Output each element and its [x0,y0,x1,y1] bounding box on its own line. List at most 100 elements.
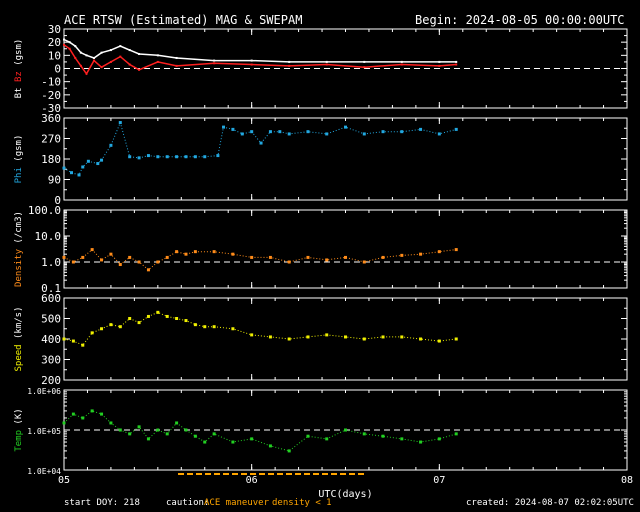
x-axis-label: UTC(days) [318,489,372,500]
data-point-temp [400,437,404,441]
data-point-phi [128,155,132,159]
data-point-bt [438,60,441,63]
data-point-phi [419,127,423,131]
data-point-speed [454,337,458,341]
data-point-bz [156,60,159,63]
y-label-quantity: Speed [14,339,24,372]
data-point-temp [287,449,291,453]
data-point-temp [118,428,122,432]
data-point-temp [146,437,150,441]
data-point-temp [81,416,85,420]
data-point-phi [454,127,458,131]
panel-frame [63,117,628,201]
data-point-bz [100,66,103,69]
data-point-density [165,255,169,259]
data-point-density [184,252,188,256]
data-point-phi [193,155,197,159]
y-tick-label: 360 [41,112,61,125]
y-tick-label: 10.0 [35,230,62,243]
data-point-speed [109,323,113,327]
y-tick-label: 1.0E+06 [27,387,61,396]
data-point-bt [63,38,65,41]
data-point-speed [212,325,216,329]
y-axis-label: Bt Bz (gsm) [14,39,24,99]
data-point-phi [278,130,282,134]
data-point-speed [306,335,310,339]
data-point-phi [259,141,263,145]
data-point-bz [128,63,131,66]
data-point-speed [437,339,441,343]
y-tick-label: -20 [41,89,61,102]
y-tick-label: 20 [48,36,61,49]
data-point-temp [156,428,160,432]
data-point-temp [231,440,235,444]
data-point-temp [128,432,132,436]
panel-frame [63,209,628,289]
data-point-speed [100,327,104,331]
data-point-phi [437,132,441,136]
data-point-density [156,260,160,264]
data-point-speed [128,317,132,320]
data-point-bz [288,64,291,67]
data-point-density [268,255,272,259]
data-point-phi [287,132,291,136]
data-point-speed [203,325,207,329]
data-point-speed [268,335,272,339]
data-point-phi [81,165,85,169]
data-point-bt [109,49,112,52]
data-point-phi [77,173,81,177]
data-point-temp [184,428,188,432]
panel-2: 360 270 180 90 0 Phi (gsm) [14,112,628,207]
data-point-density [325,258,329,262]
data-point-temp [193,434,197,438]
data-point-bt [325,60,328,63]
data-point-phi [156,155,160,159]
data-point-speed [118,325,122,329]
y-label-bt: Bt [14,82,24,98]
data-point-temp [268,444,272,448]
data-point-phi [118,121,122,125]
data-point-temp [362,432,366,436]
data-point-temp [454,432,458,436]
data-point-speed [62,337,66,341]
y-tick-label: 0 [54,63,61,76]
y-tick-label: 400 [41,333,61,346]
y-axis-label: Speed (km/s) [14,306,24,371]
y-tick-label: 600 [41,292,61,305]
y-tick-label: 0 [54,194,61,207]
data-point-bz [85,72,88,75]
y-tick-label: 30 [48,23,61,36]
data-point-density [400,253,404,257]
data-point-bt [363,60,366,63]
data-point-speed [146,314,150,318]
panel-frame [63,297,628,381]
chart-title: ACE RTSW (Estimated) MAG & SWEPAM [64,13,303,27]
data-point-temp [419,440,423,444]
data-point-temp [306,434,310,438]
x-tick-label: 05 [58,475,70,486]
data-point-temp [437,437,441,441]
data-point-phi [222,125,226,129]
data-point-speed [156,310,160,314]
data-point-density [212,250,216,254]
data-point-bz [109,60,112,63]
data-point-bz [79,64,82,67]
data-point-speed [165,314,169,318]
data-point-phi [240,132,244,136]
data-point-phi [175,155,179,159]
data-point-density [118,263,122,267]
data-point-bt [156,54,159,57]
data-point-phi [184,155,188,159]
data-point-bz [400,63,403,66]
panel-3: 100.0 10.0 1.0 0.1 Density (/cm3) [14,204,628,295]
data-point-temp [344,428,347,432]
data-point-bz [438,64,441,67]
data-point-bz [74,56,77,59]
y-tick-label: -30 [41,102,61,115]
data-point-density [100,258,104,262]
data-point-bz [455,63,458,66]
y-label-unit: (/cm3) [14,211,24,244]
data-point-bt [213,59,216,62]
